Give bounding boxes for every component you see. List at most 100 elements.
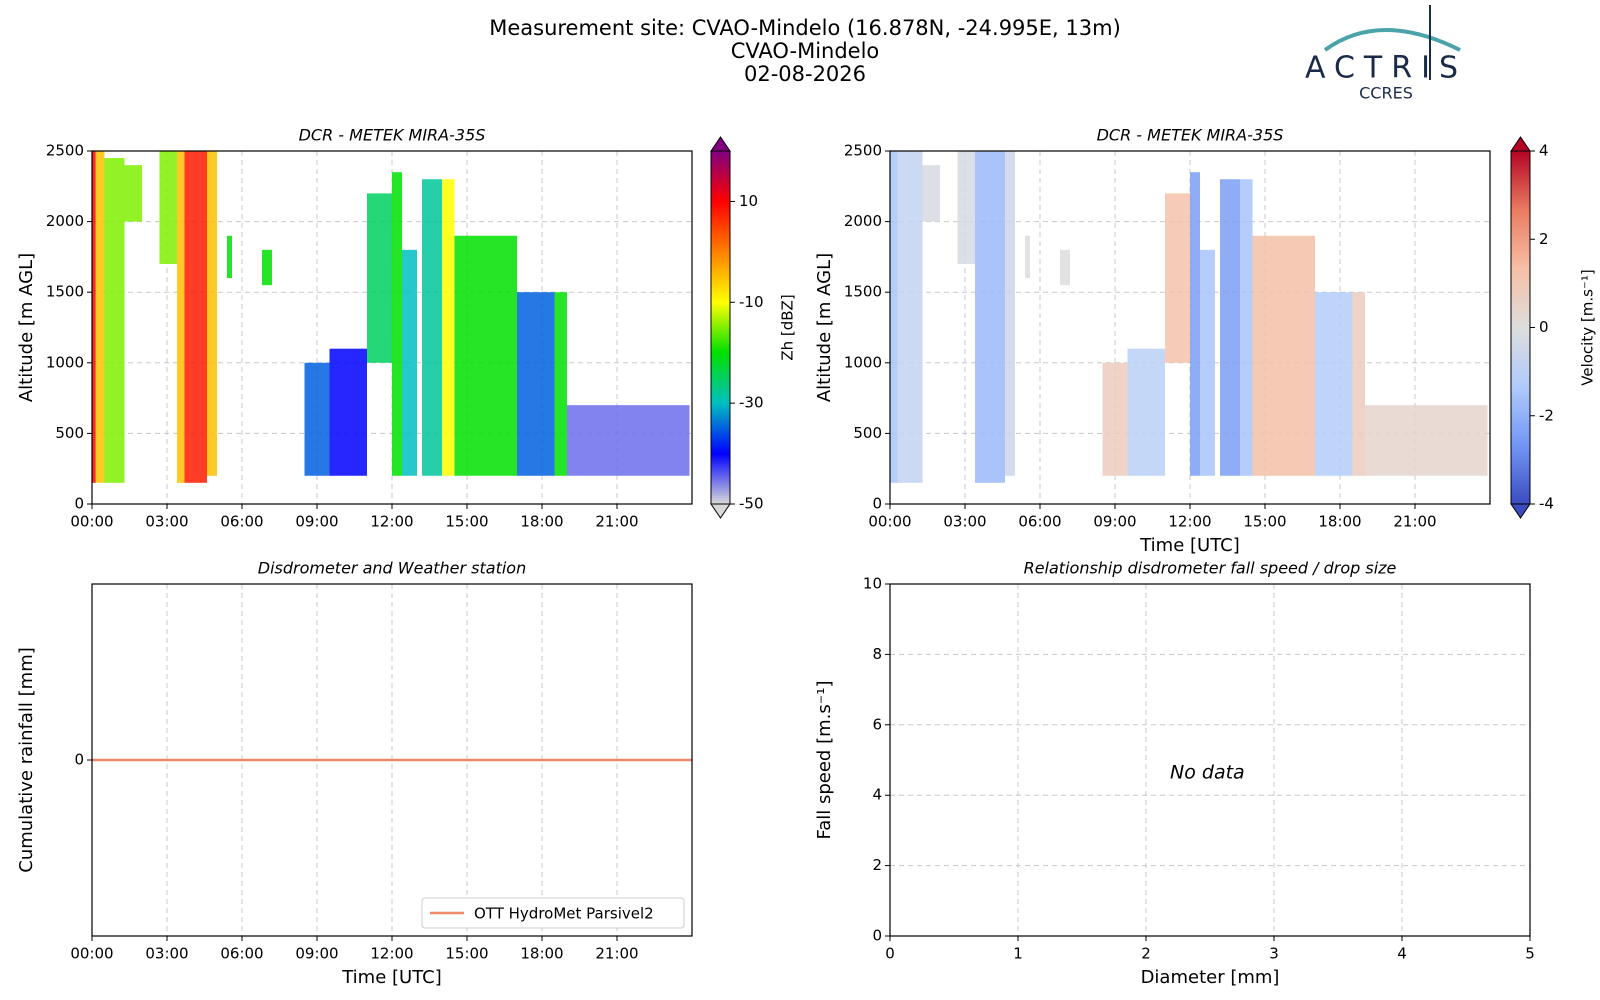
x-tick-label: 21:00 [595, 945, 638, 963]
x-tick-label: 15:00 [445, 513, 488, 531]
radar-cell [957, 151, 975, 264]
logo-subtitle: CCRES [1359, 84, 1413, 103]
title-line: 02-08-2026 [744, 62, 866, 86]
radar-cell [92, 151, 96, 483]
radar-cell [329, 348, 367, 476]
colorbar-extend [710, 136, 731, 152]
radar-cell [554, 292, 567, 476]
colorbar-label: Zh [dBZ] [779, 294, 797, 360]
x-tick-label: 15:00 [1243, 513, 1286, 531]
y-tick-label: 2000 [46, 212, 84, 230]
y-tick-label: 1500 [844, 283, 882, 301]
radar-cell [104, 158, 125, 483]
axes-frame [889, 150, 1491, 505]
radar-cell [922, 165, 940, 222]
radar-cell [304, 362, 330, 476]
logo-arc [1323, 28, 1461, 52]
radar-cell [1005, 151, 1015, 476]
colorbar-extend [1510, 503, 1531, 519]
y-tick-label: 0 [74, 751, 84, 769]
x-tick-label: 03:00 [145, 945, 188, 963]
x-tick-label: 18:00 [520, 945, 563, 963]
y-tick-label: 2000 [844, 212, 882, 230]
x-tick-label: 18:00 [520, 513, 563, 531]
radar-cell [1060, 249, 1070, 286]
x-tick-label: 03:00 [943, 513, 986, 531]
y-tick-label: 500 [853, 424, 882, 442]
y-tick-label: 8 [872, 645, 882, 663]
panel-title: Relationship disdrometer fall speed / dr… [1024, 559, 1397, 578]
y-tick-label: 1000 [844, 353, 882, 371]
x-tick-label: 06:00 [1018, 513, 1061, 531]
radar-cell [227, 235, 232, 279]
y-tick-label: 2 [872, 856, 882, 874]
radar-cell [177, 151, 185, 483]
x-tick-label: 4 [1397, 945, 1407, 963]
y-axis-label: Fall speed [m.s⁻¹] [814, 681, 835, 840]
radar-cell [1200, 249, 1215, 476]
panel-title: DCR - METEK MIRA-35S [1097, 126, 1284, 145]
radar-cell [422, 179, 442, 476]
x-tick-label: 09:00 [1093, 513, 1136, 531]
radar-cell [1240, 179, 1253, 476]
colorbar-label: Velocity [m.s⁻¹] [1579, 269, 1597, 385]
radar-cell [262, 249, 272, 286]
x-tick-label: 3 [1269, 945, 1279, 963]
colorbar-tick-label: 0 [1539, 318, 1549, 336]
colorbar-tick-label: -2 [1539, 406, 1554, 424]
y-tick-label: 10 [863, 575, 882, 593]
colorbar [1510, 150, 1531, 505]
panel-title: Disdrometer and Weather station [258, 559, 526, 578]
x-tick-label: 1 [1013, 945, 1023, 963]
radar-cell [454, 235, 517, 476]
radar-cell [124, 165, 142, 222]
logo: ACTRIS CCRES [1305, 5, 1467, 103]
radar-cell [1315, 292, 1353, 476]
radar-cell [367, 193, 392, 363]
radar-cell [184, 151, 207, 483]
legend-label: OTT HydroMet Parsivel2 [474, 905, 654, 923]
y-tick-label: 6 [872, 715, 882, 733]
radar-cell [442, 179, 455, 476]
colorbar-extend [710, 503, 731, 519]
radar-cell [1352, 292, 1365, 476]
title-line: Measurement site: CVAO-Mindelo (16.878N,… [489, 16, 1121, 40]
colorbar-tick-label: -50 [739, 495, 764, 513]
y-tick-label: 0 [872, 495, 882, 513]
x-tick-label: 18:00 [1318, 513, 1361, 531]
y-axis-label: Cumulative rainfall [mm] [16, 647, 37, 873]
x-axis-label: Time [UTC] [1139, 535, 1240, 556]
y-tick-label: 2500 [46, 142, 84, 160]
logo-text: ACTRIS [1305, 51, 1467, 86]
colorbar-tick-label: -10 [739, 293, 764, 311]
y-tick-label: 4 [872, 786, 882, 804]
radar-cell [1025, 235, 1030, 279]
x-tick-label: 5 [1525, 945, 1535, 963]
x-tick-label: 15:00 [445, 945, 488, 963]
radar-cell [392, 172, 402, 476]
x-tick-label: 0 [885, 945, 895, 963]
radar-cell [1190, 172, 1200, 476]
x-axis-label: Time [UTC] [341, 967, 442, 988]
y-tick-label: 0 [74, 495, 84, 513]
radar-cell [567, 405, 690, 476]
x-tick-label: 03:00 [145, 513, 188, 531]
radar-cell [402, 249, 417, 476]
colorbar [710, 150, 731, 505]
radar-cell [1365, 405, 1488, 476]
colorbar-tick-label: -4 [1539, 495, 1554, 513]
y-tick-label: 500 [55, 424, 84, 442]
panel-title: DCR - METEK MIRA-35S [299, 126, 486, 145]
x-tick-label: 21:00 [595, 513, 638, 531]
x-tick-label: 12:00 [1168, 513, 1211, 531]
legend-box [421, 897, 685, 929]
x-tick-label: 2 [1141, 945, 1151, 963]
radar-cell [95, 151, 105, 483]
radar-cell [975, 151, 1005, 483]
colorbar-tick-label: 4 [1539, 142, 1549, 160]
colorbar-tick-label: 2 [1539, 230, 1549, 248]
radar-cell [1102, 362, 1128, 476]
radar-cell [1252, 235, 1315, 476]
x-tick-label: 21:00 [1393, 513, 1436, 531]
x-tick-label: 00:00 [868, 513, 911, 531]
